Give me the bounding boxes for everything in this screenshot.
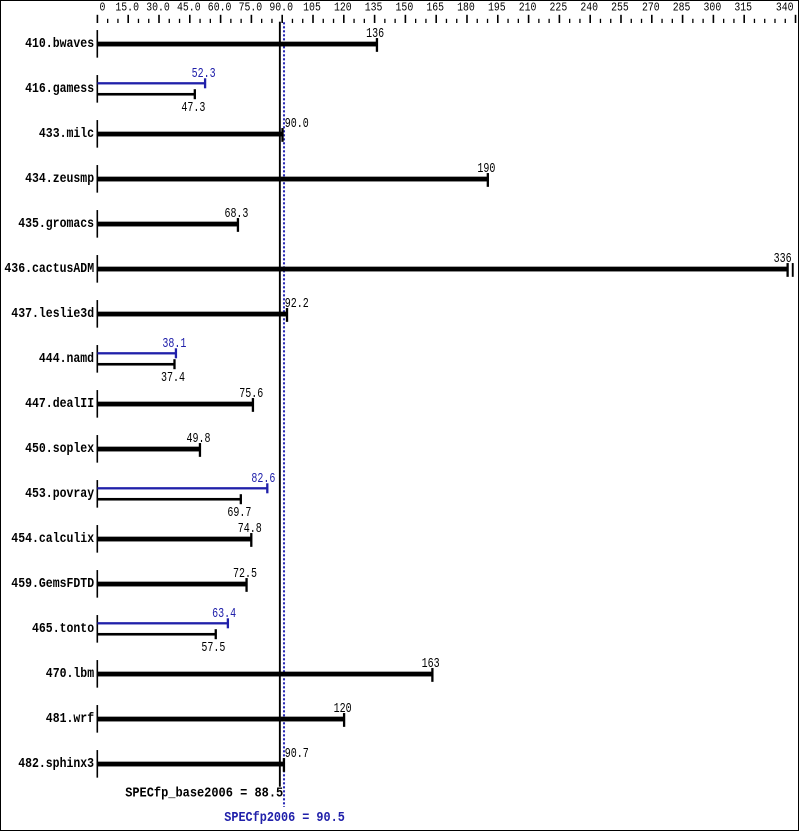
svg-text:482.sphinx3: 482.sphinx3 <box>18 756 94 772</box>
svg-text:38.1: 38.1 <box>162 336 186 352</box>
svg-text:60.0: 60.0 <box>208 2 232 15</box>
svg-text:90.0: 90.0 <box>269 2 293 15</box>
svg-text:105: 105 <box>303 2 321 15</box>
svg-text:90.0: 90.0 <box>285 116 309 132</box>
svg-text:69.7: 69.7 <box>227 505 251 521</box>
svg-text:447.dealII: 447.dealII <box>25 396 94 412</box>
svg-text:435.gromacs: 435.gromacs <box>18 216 94 232</box>
svg-text:454.calculix: 454.calculix <box>11 531 94 547</box>
svg-text:52.3: 52.3 <box>192 66 216 82</box>
svg-text:450.soplex: 450.soplex <box>25 441 94 457</box>
svg-text:255: 255 <box>611 2 629 15</box>
svg-text:68.3: 68.3 <box>224 206 248 222</box>
svg-text:165: 165 <box>426 2 444 15</box>
svg-text:74.8: 74.8 <box>238 521 262 537</box>
svg-text:285: 285 <box>673 2 691 15</box>
svg-text:45.0: 45.0 <box>177 2 201 15</box>
svg-text:120: 120 <box>334 701 352 717</box>
svg-text:240: 240 <box>580 2 598 15</box>
svg-text:49.8: 49.8 <box>186 431 210 447</box>
svg-text:150: 150 <box>396 2 414 15</box>
svg-text:465.tonto: 465.tonto <box>32 621 94 637</box>
svg-text:82.6: 82.6 <box>251 471 275 487</box>
svg-text:63.4: 63.4 <box>212 606 236 622</box>
svg-text:410.bwaves: 410.bwaves <box>25 36 94 52</box>
svg-text:135: 135 <box>365 2 383 15</box>
svg-text:315: 315 <box>734 2 752 15</box>
svg-text:SPECfp_base2006 = 88.5: SPECfp_base2006 = 88.5 <box>125 786 283 801</box>
svg-text:444.namd: 444.namd <box>39 351 94 367</box>
svg-text:120: 120 <box>334 2 352 15</box>
svg-text:340: 340 <box>776 2 794 15</box>
svg-text:92.2: 92.2 <box>285 296 309 312</box>
svg-text:190: 190 <box>477 161 495 177</box>
svg-text:210: 210 <box>519 2 537 15</box>
svg-text:300: 300 <box>704 2 722 15</box>
svg-text:459.GemsFDTD: 459.GemsFDTD <box>11 576 94 592</box>
svg-text:37.4: 37.4 <box>161 370 185 386</box>
svg-text:416.gamess: 416.gamess <box>25 81 94 97</box>
svg-text:481.wrf: 481.wrf <box>46 711 94 727</box>
svg-text:30.0: 30.0 <box>146 2 170 15</box>
svg-text:47.3: 47.3 <box>181 100 205 116</box>
svg-text:0: 0 <box>100 2 106 15</box>
svg-text:453.povray: 453.povray <box>25 486 94 502</box>
svg-text:434.zeusmp: 434.zeusmp <box>25 171 94 187</box>
svg-text:SPECfp2006 = 90.5: SPECfp2006 = 90.5 <box>224 811 344 826</box>
svg-text:436.cactusADM: 436.cactusADM <box>4 261 94 277</box>
svg-text:57.5: 57.5 <box>201 640 225 656</box>
svg-text:195: 195 <box>488 2 506 15</box>
svg-text:163: 163 <box>422 656 440 672</box>
svg-text:470.lbm: 470.lbm <box>46 666 94 682</box>
svg-text:75.6: 75.6 <box>239 386 263 402</box>
svg-text:136: 136 <box>366 26 384 42</box>
svg-text:180: 180 <box>457 2 475 15</box>
svg-text:75.0: 75.0 <box>239 2 263 15</box>
svg-text:72.5: 72.5 <box>233 566 257 582</box>
svg-text:437.leslie3d: 437.leslie3d <box>11 306 94 322</box>
svg-text:225: 225 <box>550 2 568 15</box>
svg-text:433.milc: 433.milc <box>39 126 94 142</box>
svg-text:90.7: 90.7 <box>285 746 309 762</box>
svg-text:336: 336 <box>774 251 792 267</box>
svg-text:15.0: 15.0 <box>115 2 139 15</box>
svg-text:270: 270 <box>642 2 660 15</box>
